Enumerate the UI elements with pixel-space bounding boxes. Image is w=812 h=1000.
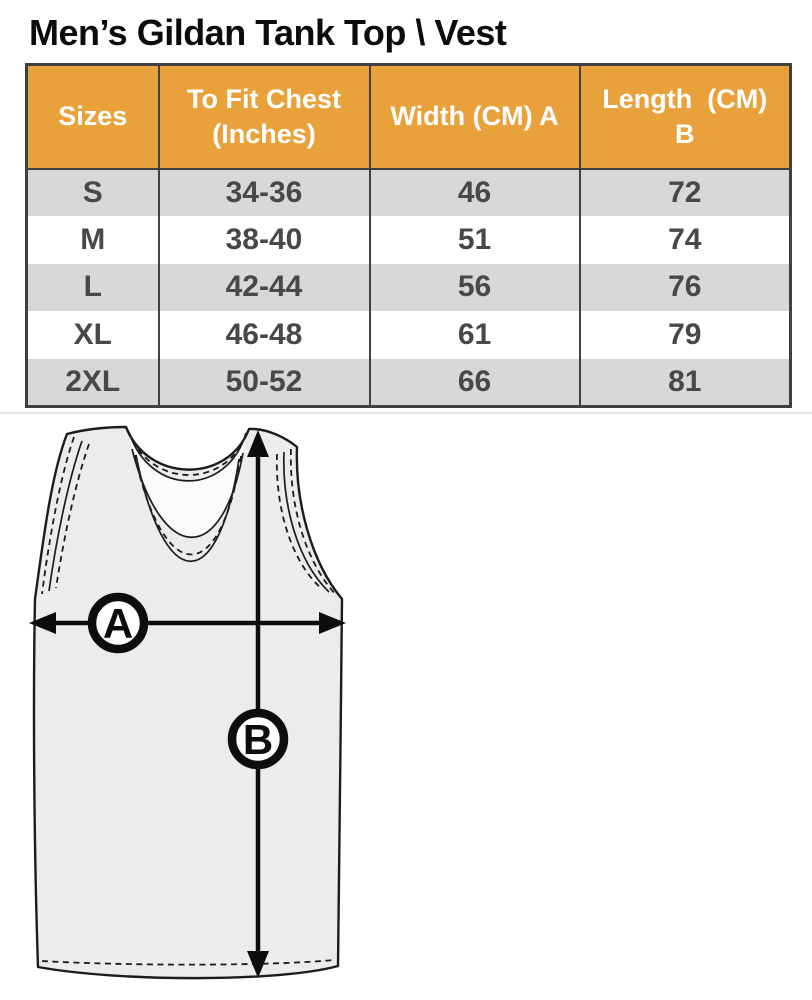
chest-cell: 38-40 [157,216,371,264]
column-header-width: Width (CM) A [368,64,581,170]
label-a-text: A [103,600,133,647]
width-cell: 51 [368,216,581,264]
left-armhole-stitch-outer [41,436,75,595]
length-label-marker: B [227,708,289,770]
header-line: To Fit Chest [187,83,341,114]
size-chart-table: Sizes To Fit Chest (Inches) Width (CM) A… [25,63,792,408]
arrow-head-right [319,612,346,634]
right-armhole-stitch-outer [289,448,337,596]
width-cell: 61 [368,311,581,359]
length-arrow [247,430,269,978]
label-a-circle [87,592,149,654]
left-armhole-inner-edge [48,440,83,592]
length-cell: 79 [578,311,792,359]
label-b-circle [227,708,289,770]
arrow-head-left [29,612,56,634]
neck-opening [129,432,246,538]
chest-cell: 42-44 [157,263,371,312]
chest-cell: 34-36 [157,168,371,217]
chest-cell: 46-48 [157,311,371,359]
tank-top-measurement-diagram: A B [29,425,346,980]
chest-cell: 50-52 [157,358,371,407]
width-label-marker: A [87,592,149,654]
length-cell: 74 [578,216,792,264]
length-cell: 81 [578,358,792,407]
tank-top-outline [32,425,344,980]
arrow-head-top [247,430,269,457]
size-cell: 2XL [25,358,160,407]
separator-line [0,412,812,414]
column-header-chest: To Fit Chest (Inches) [157,64,371,170]
header-line: Width (CM) A [390,101,559,132]
back-neck-inner-edge [128,431,247,482]
size-cell: XL [25,311,160,359]
header-line: (Inches) [212,118,316,149]
table-row: M 38-40 51 74 [25,216,792,264]
column-header-sizes: Sizes [25,64,160,170]
table-row: XL 46-48 61 79 [25,311,792,359]
width-cell: 46 [368,168,581,217]
table-row: S 34-36 46 72 [25,168,792,217]
width-cell: 56 [368,263,581,312]
size-chart-header: Sizes To Fit Chest (Inches) Width (CM) A… [25,64,792,170]
left-armhole-stitch-inner [55,443,90,589]
table-row: 2XL 50-52 66 81 [25,358,792,407]
column-header-length: Length (CM) B [578,64,792,170]
right-armhole-inner-edge [282,451,330,593]
length-cell: 76 [578,263,792,312]
header-line: Sizes [58,101,128,132]
page-title: Men’s Gildan Tank Top \ Vest [29,12,507,53]
size-cell: S [25,168,160,217]
header-line: B [675,118,695,149]
hem-stitch-line [41,959,335,966]
label-b-text: B [243,716,273,763]
size-cell: L [25,263,160,312]
table-row: L 42-44 56 76 [25,263,792,312]
back-neck-stitch-line [127,430,248,476]
front-neck-inner-edge [135,454,240,562]
length-cell: 72 [578,168,792,217]
size-cell: M [25,216,160,264]
arrow-head-bottom [247,951,269,978]
right-armhole-stitch-inner [275,453,323,590]
header-line: Length (CM) [602,83,768,114]
width-cell: 66 [368,358,581,407]
